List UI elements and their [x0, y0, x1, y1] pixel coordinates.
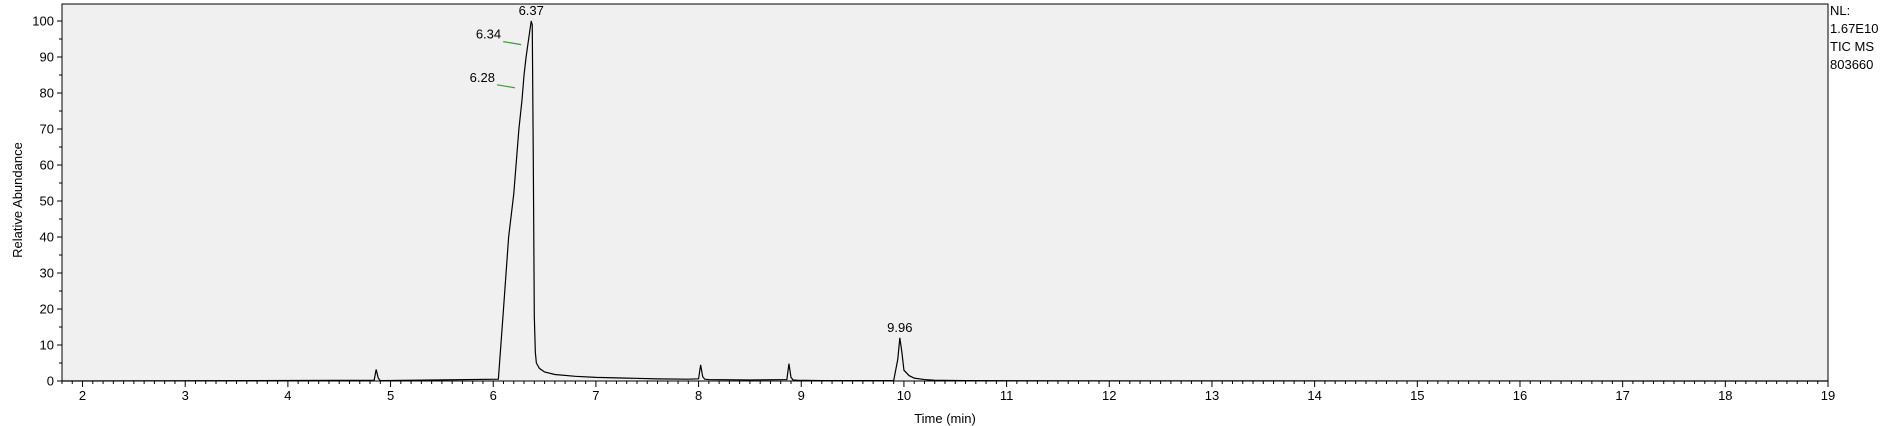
- peak-label-tick: [496, 84, 516, 89]
- x-tick-label: 15: [1410, 388, 1424, 403]
- x-axis-title: Time (min): [914, 411, 976, 426]
- x-tick-label: 9: [798, 388, 805, 403]
- peak-label: 6.37: [519, 3, 544, 18]
- y-tick-label: 80: [40, 86, 54, 101]
- tic-trace-line: [61, 20, 1829, 382]
- y-tick-label: 40: [40, 230, 54, 245]
- x-tick-label: 18: [1718, 388, 1732, 403]
- x-tick-label: 7: [592, 388, 599, 403]
- y-tick-label: 20: [40, 302, 54, 317]
- peak-labels: 6.37 6.34 6.28 9.96: [470, 3, 913, 335]
- peak-label: 6.34: [476, 27, 501, 42]
- y-tick-label: 50: [40, 194, 54, 209]
- x-tick-label: 12: [1102, 388, 1116, 403]
- x-tick-label: 3: [182, 388, 189, 403]
- nl-label: NL:: [1830, 3, 1851, 18]
- y-tick-label: 100: [32, 14, 54, 29]
- x-tick-label: 17: [1615, 388, 1629, 403]
- y-tick-label: 10: [40, 338, 54, 353]
- file-id: 803660: [1830, 57, 1874, 72]
- x-tick-label: 6: [490, 388, 497, 403]
- x-tick-label: 19: [1821, 388, 1835, 403]
- peak-label: 6.28: [470, 70, 495, 85]
- y-axis: 0 10 20 30 40 50 60 70 80 90 100: [32, 14, 62, 389]
- x-axis: 2 3 4 5 6 7 8 9 10 11 12 13 14 15 16 17 18 19: [61, 381, 1835, 403]
- trace-type: TIC MS: [1830, 39, 1875, 54]
- peak-label-tick: [503, 41, 522, 46]
- x-tick-label: 13: [1205, 388, 1219, 403]
- x-tick-label: 2: [79, 388, 86, 403]
- y-tick-label: 30: [40, 266, 54, 281]
- x-tick-label: 10: [897, 388, 911, 403]
- x-tick-label: 8: [695, 388, 702, 403]
- x-tick-label: 4: [284, 388, 291, 403]
- x-tick-label: 11: [1000, 388, 1014, 403]
- x-tick-label: 5: [387, 388, 394, 403]
- x-tick-label: 16: [1513, 388, 1527, 403]
- y-tick-label: 90: [40, 50, 54, 65]
- peak-label: 9.96: [887, 320, 912, 335]
- trace-info-panel: NL: 1.67E10 TIC MS 803660: [1830, 2, 1878, 74]
- y-axis-title: Relative Abundance: [10, 142, 25, 258]
- y-tick-label: 60: [40, 158, 54, 173]
- plot-area: [61, 3, 1829, 382]
- nl-value: 1.67E10: [1830, 21, 1879, 36]
- y-tick-label: 70: [40, 122, 54, 137]
- x-tick-label: 14: [1307, 388, 1321, 403]
- y-tick-label: 0: [47, 374, 54, 389]
